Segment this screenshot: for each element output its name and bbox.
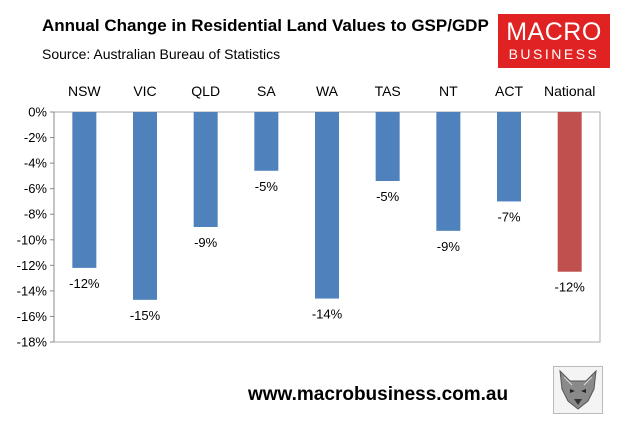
data-label-qld: -9% <box>194 235 218 250</box>
data-label-act: -7% <box>497 209 521 224</box>
bar-qld <box>193 112 218 227</box>
data-label-sa: -5% <box>255 179 279 194</box>
logo-line-1: MACRO <box>506 18 602 46</box>
bar-sa <box>254 112 279 171</box>
category-labels: NSW VIC QLD SA WA TAS NT ACT National <box>68 83 595 99</box>
data-label-nt: -9% <box>437 239 461 254</box>
category-label-nsw: NSW <box>68 83 101 99</box>
macro-business-logo: MACRO BUSINESS <box>498 14 610 68</box>
data-label-nsw: -12% <box>69 276 100 291</box>
y-tick-label: 0% <box>28 105 47 120</box>
category-label-tas: TAS <box>375 83 401 99</box>
y-tick-label: -6% <box>24 181 48 196</box>
category-label-wa: WA <box>316 83 339 99</box>
bar-act <box>497 112 521 202</box>
bar-national <box>557 112 582 272</box>
y-tick-label: -4% <box>24 156 48 171</box>
bars <box>72 112 582 300</box>
category-label-qld: QLD <box>191 83 220 99</box>
chart-source: Source: Australian Bureau of Statistics <box>42 46 281 62</box>
y-tick-label: -2% <box>24 130 48 145</box>
bar-vic <box>133 112 157 300</box>
bar-nsw <box>72 112 97 268</box>
wolf-logo <box>553 366 603 414</box>
bar-tas <box>375 112 400 181</box>
y-axis: 0% -2% -4% -6% -8% -10% -12% -14% -16% -18% <box>17 105 54 350</box>
y-tick-label: -8% <box>24 207 48 222</box>
bar-nt <box>436 112 461 231</box>
data-label-tas: -5% <box>376 189 400 204</box>
data-labels: -12% -15% -9% -5% -14% -5% -9% -7% -12% <box>69 179 585 323</box>
y-tick-label: -18% <box>17 335 48 350</box>
data-label-vic: -15% <box>130 308 161 323</box>
y-tick-label: -10% <box>17 232 48 247</box>
data-label-national: -12% <box>554 280 585 295</box>
category-label-act: ACT <box>495 83 523 99</box>
data-label-wa: -14% <box>312 307 343 322</box>
category-label-vic: VIC <box>133 83 156 99</box>
y-tick-label: -12% <box>17 258 48 273</box>
logo-line-2: BUSINESS <box>508 46 600 62</box>
wolf-icon <box>559 369 597 410</box>
website-url[interactable]: www.macrobusiness.com.au <box>248 384 509 405</box>
bar-wa <box>315 112 339 299</box>
category-label-nt: NT <box>439 83 458 99</box>
chart-title: Annual Change in Residential Land Values… <box>42 16 489 35</box>
category-label-national: National <box>544 83 595 99</box>
category-label-sa: SA <box>257 83 276 99</box>
y-tick-label: -16% <box>17 309 48 324</box>
y-tick-label: -14% <box>17 283 48 298</box>
